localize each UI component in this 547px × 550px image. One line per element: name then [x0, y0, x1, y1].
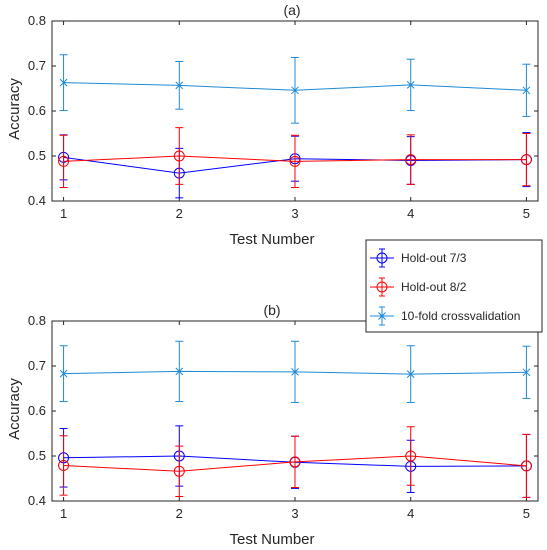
series-10-fold-crossvalidation — [59, 54, 531, 124]
legend-entry: 10-fold crossvalidation — [370, 306, 520, 326]
panel-a-marks — [58, 54, 532, 199]
y-tick-label: 0.5 — [28, 148, 46, 163]
x-tick-label: 3 — [291, 506, 298, 521]
x-tick-label: 3 — [291, 206, 298, 221]
legend-box — [365, 239, 543, 333]
y-tick-label: 0.6 — [28, 103, 46, 118]
data-point — [173, 150, 185, 162]
data-point — [289, 155, 301, 167]
legend: Hold-out 7/3 Hold-out 8/2 10-fold crossval… — [365, 239, 543, 333]
data-point — [59, 78, 68, 87]
panel-b-ticks: 1 2 3 4 5 0.4 0.5 0.6 0.7 0.8 — [28, 313, 539, 521]
data-point — [405, 154, 417, 166]
data-point — [175, 367, 184, 376]
legend-entry: Hold-out 8/2 — [370, 277, 467, 297]
y-tick-label: 0.8 — [28, 313, 46, 328]
series-10-fold-crossvalidation — [59, 340, 531, 403]
panel-a: (a) Test Number Accuracy 1 2 3 4 5 0.4 0.5 0.6 0… — [6, 2, 539, 248]
y-tick-label: 0.4 — [28, 193, 46, 208]
series-hold-out-8-2 — [58, 127, 532, 188]
legend-entries: Hold-out 7/3 Hold-out 8/2 10-fold crossval… — [370, 248, 520, 326]
y-tick-label: 0.7 — [28, 358, 46, 373]
y-tick-label: 0.4 — [28, 493, 46, 508]
data-point — [59, 369, 68, 378]
data-point — [406, 81, 415, 89]
x-tick-label: 5 — [523, 506, 530, 521]
series-hold-out-8-2 — [58, 426, 532, 498]
panel-b-title: (b) — [263, 302, 280, 318]
legend-label: Hold-out 7/3 — [401, 251, 467, 265]
y-tick-label: 0.8 — [28, 13, 46, 28]
data-point — [173, 465, 185, 477]
data-point — [289, 456, 301, 468]
x-tick-label: 5 — [523, 206, 530, 221]
data-point — [58, 155, 70, 167]
x-tick-label: 1 — [60, 506, 67, 521]
panel-b-ylabel: Accuracy — [6, 378, 23, 440]
data-point — [405, 450, 417, 462]
legend-marker — [376, 252, 388, 264]
data-point — [522, 86, 531, 95]
data-point — [520, 154, 532, 166]
data-point — [58, 459, 70, 471]
y-tick-label: 0.6 — [28, 403, 46, 418]
x-tick-label: 2 — [176, 506, 183, 521]
data-point — [175, 81, 184, 90]
data-point — [520, 460, 532, 472]
x-tick-label: 1 — [60, 206, 67, 221]
panel-b-xlabel: Test Number — [229, 531, 314, 548]
x-tick-label: 2 — [176, 206, 183, 221]
panel-b: (b) Test Number Accuracy 1 2 3 4 5 0.4 0.5 0.6 0… — [6, 302, 539, 548]
legend-label: 10-fold crossvalidation — [401, 309, 520, 323]
panel-a-ticks: 1 2 3 4 5 0.4 0.5 0.6 0.7 0.8 — [28, 13, 539, 221]
x-tick-label: 4 — [407, 206, 414, 221]
legend-marker — [378, 312, 386, 320]
panel-a-ylabel: Accuracy — [6, 78, 23, 140]
data-point — [291, 86, 299, 95]
y-tick-label: 0.7 — [28, 58, 46, 73]
data-point — [406, 370, 415, 378]
panel-a-title: (a) — [283, 2, 300, 18]
legend-entry: Hold-out 7/3 — [370, 248, 467, 268]
data-point — [291, 367, 299, 376]
y-tick-label: 0.5 — [28, 448, 46, 463]
data-point — [522, 368, 531, 377]
x-tick-label: 4 — [407, 506, 414, 521]
legend-marker — [376, 281, 388, 293]
panel-b-marks — [58, 340, 532, 498]
panel-a-xlabel: Test Number — [229, 231, 314, 248]
legend-label: Hold-out 8/2 — [401, 280, 467, 294]
